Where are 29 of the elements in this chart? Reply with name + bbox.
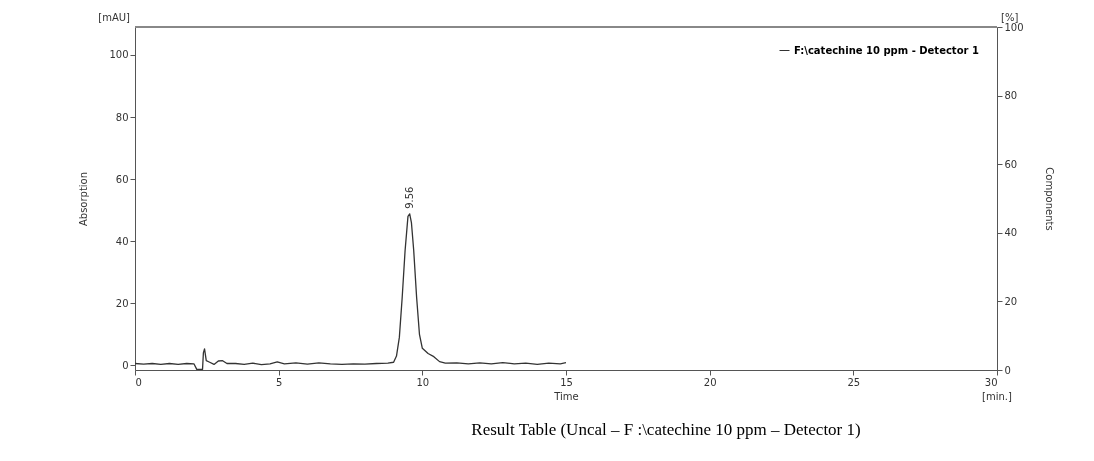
y-tick-label: 20 [115,297,129,309]
y2-tick-label: 40 [1004,227,1018,239]
y-tick-label: 0 [122,359,129,371]
x-axis-title: Time [553,390,579,402]
x-tick-label: 30 [984,376,998,388]
x-tick-label: 0 [135,376,142,388]
y2-tick-label: 80 [1004,90,1018,102]
y-tick-label: 40 [115,235,129,247]
y2-tick-label: 60 [1004,158,1018,170]
y2-tick-label: 20 [1004,295,1018,307]
text: [mAU] [98,12,131,23]
annotation: 9.56 [403,186,415,209]
x-tick-label: 25 [847,376,861,388]
x-tick-label: 20 [703,376,717,388]
legend-label: F:\catechine 10 ppm - Detector 1 [794,44,979,56]
y-tick-label: 60 [115,173,129,185]
y2-tick-label: 100 [1004,21,1024,33]
y-tick-label: 100 [109,49,129,61]
text: [min.] [982,391,1013,402]
line-series [134,213,567,371]
y-axis-title: Absorption [78,171,90,227]
y2-axis-title: Components [1043,167,1055,231]
y-tick-label: 80 [115,111,129,123]
x-tick-label: 10 [416,376,430,388]
x-tick-label: 5 [275,376,283,388]
text: [%] [1001,12,1019,23]
y2-tick-label: 0 [1004,364,1011,376]
x-tick-label: 15 [560,376,573,388]
text: Result Table (Uncal – F :\catechine 10 ppm – Detector 1) [471,420,861,439]
